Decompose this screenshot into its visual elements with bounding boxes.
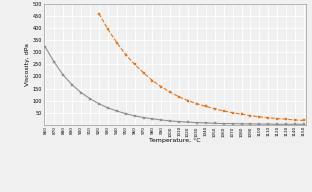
Glass no. 1 bbox=[266, 117, 270, 119]
Glass no. 1 bbox=[142, 72, 145, 74]
Glass no. 1 bbox=[293, 119, 297, 121]
Glass no. 2 bbox=[284, 123, 288, 125]
Glass no. 2 bbox=[204, 122, 208, 124]
Glass no. 2 bbox=[44, 46, 47, 49]
Glass no. 1 bbox=[257, 116, 261, 118]
Legend: Glass no. 2, Glass no. 1: Glass no. 2, Glass no. 1 bbox=[123, 190, 227, 192]
Glass no. 2 bbox=[124, 113, 128, 115]
Glass no. 2 bbox=[70, 84, 74, 86]
Glass no. 1 bbox=[97, 12, 101, 15]
Glass no. 1 bbox=[115, 41, 119, 44]
Y-axis label: Viscosity, dPa: Viscosity, dPa bbox=[25, 43, 30, 86]
Glass no. 1 bbox=[240, 113, 243, 115]
Glass no. 2 bbox=[151, 118, 154, 120]
Glass no. 1 bbox=[275, 117, 279, 120]
Glass no. 1 bbox=[186, 99, 190, 102]
Glass no. 2 bbox=[257, 123, 261, 125]
Glass no. 2 bbox=[222, 122, 226, 125]
Glass no. 2 bbox=[61, 74, 65, 76]
Line: Glass no. 2: Glass no. 2 bbox=[44, 46, 305, 126]
Glass no. 1 bbox=[124, 54, 128, 56]
Glass no. 2 bbox=[106, 107, 110, 109]
Glass no. 1 bbox=[249, 114, 252, 117]
Glass no. 1 bbox=[195, 103, 199, 105]
Glass no. 2 bbox=[142, 116, 145, 119]
Glass no. 1 bbox=[177, 96, 181, 98]
Glass no. 1 bbox=[222, 110, 226, 112]
Glass no. 2 bbox=[168, 120, 172, 122]
Glass no. 2 bbox=[231, 122, 235, 125]
Glass no. 2 bbox=[177, 121, 181, 123]
Glass no. 2 bbox=[266, 123, 270, 125]
Glass no. 1 bbox=[302, 119, 306, 122]
Glass no. 2 bbox=[275, 123, 279, 125]
Line: Glass no. 1: Glass no. 1 bbox=[98, 12, 305, 122]
Glass no. 2 bbox=[52, 61, 56, 64]
Glass no. 1 bbox=[159, 86, 163, 88]
Glass no. 2 bbox=[293, 123, 297, 125]
Glass no. 1 bbox=[231, 112, 235, 114]
Glass no. 1 bbox=[106, 28, 110, 30]
Glass no. 2 bbox=[88, 98, 92, 100]
Glass no. 2 bbox=[213, 122, 217, 124]
Glass no. 2 bbox=[302, 123, 306, 125]
Glass no. 1 bbox=[204, 105, 208, 108]
Glass no. 2 bbox=[115, 110, 119, 112]
Glass no. 1 bbox=[168, 91, 172, 93]
Glass no. 1 bbox=[284, 118, 288, 120]
Glass no. 1 bbox=[213, 108, 217, 110]
Glass no. 2 bbox=[79, 91, 83, 94]
Glass no. 2 bbox=[186, 121, 190, 123]
Glass no. 2 bbox=[133, 115, 136, 117]
Glass no. 2 bbox=[240, 123, 243, 125]
Glass no. 2 bbox=[97, 103, 101, 105]
Glass no. 1 bbox=[151, 79, 154, 82]
X-axis label: Temperature, °C: Temperature, °C bbox=[149, 138, 201, 143]
Glass no. 2 bbox=[195, 122, 199, 124]
Glass no. 1 bbox=[133, 63, 136, 65]
Glass no. 2 bbox=[159, 119, 163, 121]
Glass no. 2 bbox=[249, 123, 252, 125]
